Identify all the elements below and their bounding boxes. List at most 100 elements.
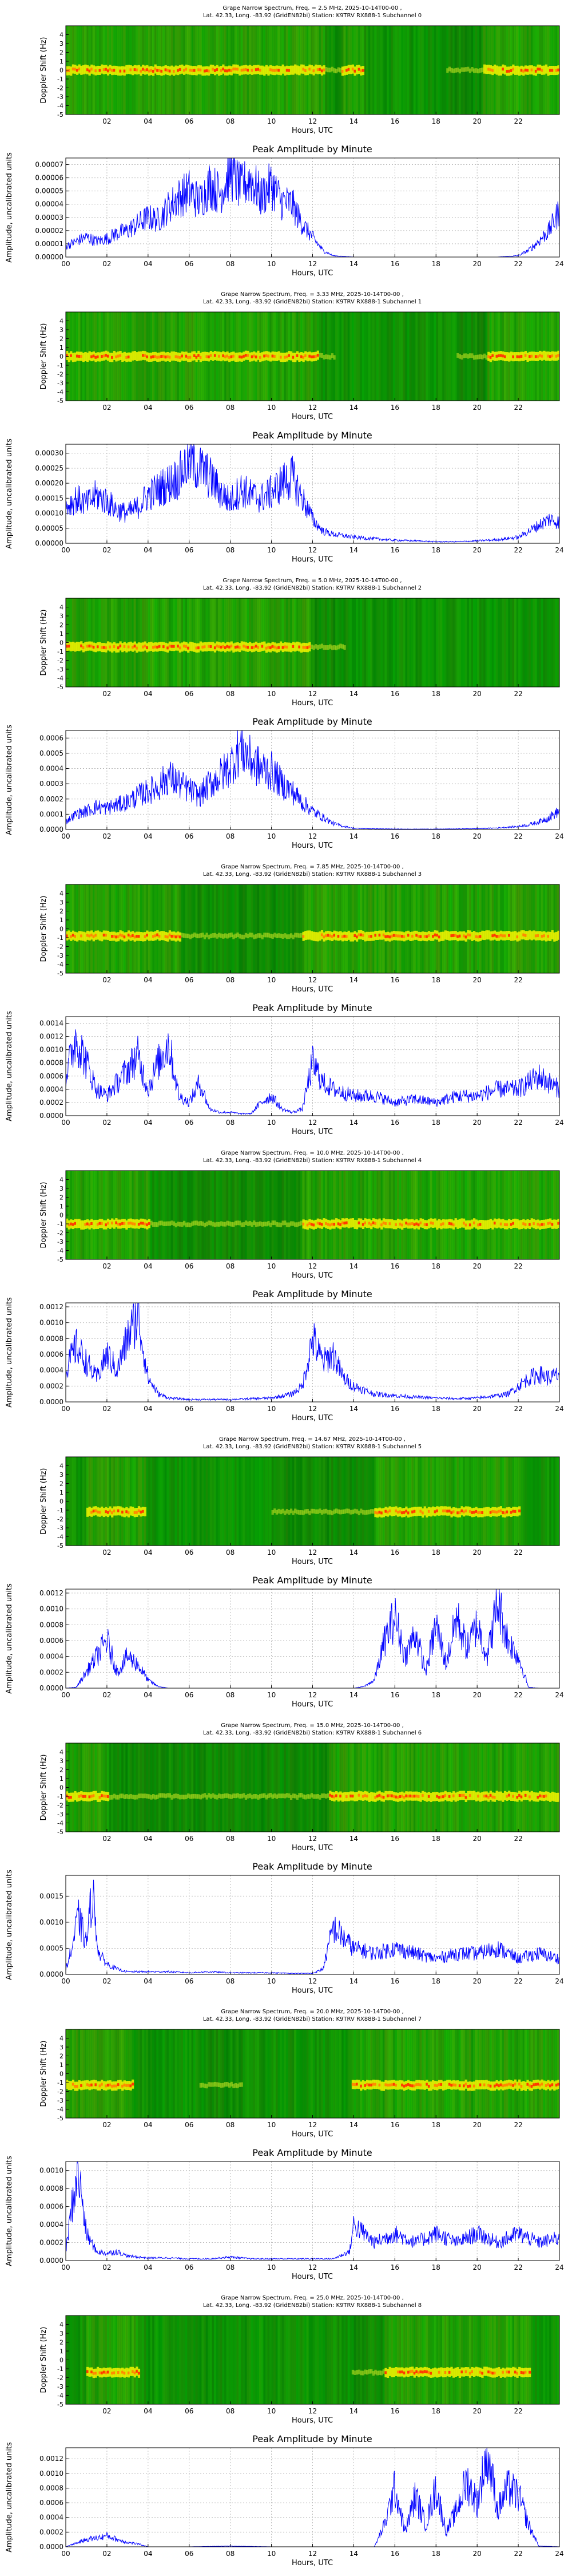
- carrier-band-red: [392, 2083, 395, 2086]
- spectrum-column: [226, 1457, 229, 1546]
- spectrum-column: [382, 312, 385, 401]
- spectrum-column: [401, 884, 404, 973]
- carrier-band-yellow: [177, 1793, 180, 1799]
- carrier-band-yellow: [366, 1219, 369, 1228]
- carrier-band-red: [345, 935, 348, 938]
- carrier-band-yellow: [325, 1793, 328, 1799]
- amplitude-x-tick-label: 08: [226, 260, 235, 268]
- spectrum-column: [140, 1171, 142, 1259]
- spectrum-column: [485, 1457, 488, 1546]
- carrier-band-yellow: [150, 931, 153, 941]
- carrier-band-yellow: [205, 2084, 208, 2089]
- carrier-band-yellow: [512, 931, 515, 941]
- spectrum-column: [434, 26, 436, 114]
- carrier-band-yellow: [191, 1221, 194, 1226]
- carrier-band-red: [409, 1222, 412, 1226]
- spectrum-column: [392, 1743, 395, 1832]
- spectrum-column: [261, 1457, 264, 1546]
- carrier-band-yellow: [533, 66, 535, 76]
- spectrum-column: [106, 1171, 110, 1259]
- spectrum-column: [115, 884, 118, 973]
- spectrum-column: [111, 1171, 114, 1259]
- spectrum-column: [76, 1743, 79, 1832]
- carrier-band-yellow: [315, 932, 317, 942]
- spectrum-column: [249, 1457, 252, 1546]
- spectrum-column: [454, 598, 457, 687]
- carrier-band-red: [144, 69, 146, 72]
- carrier-band-red: [271, 354, 274, 358]
- carrier-band-red: [170, 934, 173, 938]
- carrier-band-yellow: [329, 355, 332, 360]
- carrier-band-red: [450, 1222, 453, 1226]
- carrier-band-red: [362, 934, 364, 937]
- spectrum-column: [351, 1743, 355, 1832]
- spectrum-column: [168, 1171, 171, 1259]
- carrier-band-yellow: [460, 355, 463, 360]
- amplitude-y-tick-label: 0.0012: [39, 1589, 63, 1597]
- amplitude-y-tick-label: 0.0004: [39, 765, 63, 773]
- spectrum-column: [285, 1743, 288, 1832]
- spectrum-column: [391, 1457, 394, 1546]
- carrier-band-yellow: [150, 1220, 153, 1226]
- spectrum-column: [417, 26, 420, 114]
- carrier-band-yellow: [315, 1509, 317, 1514]
- carrier-band-yellow: [498, 1218, 500, 1228]
- carrier-band-red: [150, 69, 153, 72]
- spectrum-column: [121, 884, 124, 973]
- spectrum-column: [253, 884, 256, 973]
- spectrum-column: [267, 598, 270, 687]
- spectrum-column: [220, 1743, 223, 1832]
- spectrum-column: [503, 1171, 507, 1259]
- carrier-band-yellow: [239, 2082, 241, 2087]
- spectrum-column: [310, 1457, 313, 1546]
- spectrum-column: [239, 2029, 241, 2118]
- amplitude-x-tick-label: 20: [473, 1691, 482, 1699]
- spectrum-column: [498, 1171, 500, 1259]
- carrier-band-red: [362, 69, 364, 72]
- spectrum-column: [234, 598, 237, 687]
- carrier-band-yellow: [514, 931, 517, 941]
- spectrum-column: [498, 1743, 500, 1832]
- carrier-band-yellow: [450, 1792, 453, 1802]
- spectrum-y-tick-label: 1: [59, 1775, 63, 1783]
- spectrum-column: [555, 1743, 558, 1832]
- carrier-band-yellow: [249, 933, 252, 938]
- spectrum-column: [343, 598, 346, 687]
- spectrum-column: [325, 2029, 328, 2118]
- spectrum-x-tick-label: 20: [473, 1548, 482, 1556]
- spectrum-column: [333, 1743, 336, 1832]
- spectrum-column: [269, 2029, 272, 2118]
- spectrum-column: [357, 1457, 360, 1546]
- spectrum-x-tick-label: 20: [473, 1835, 482, 1843]
- spectrum-column: [327, 1171, 329, 1259]
- carrier-band-red: [547, 934, 550, 938]
- carrier-band-red: [166, 935, 169, 939]
- spectrum-column: [514, 1743, 517, 1832]
- carrier-band-red: [458, 1511, 461, 1515]
- carrier-band-red: [516, 355, 519, 358]
- carrier-band-red: [168, 933, 171, 937]
- spectrum-column: [195, 1743, 198, 1832]
- carrier-band-red: [123, 1222, 126, 1225]
- carrier-band-yellow: [423, 1791, 426, 1801]
- amplitude-x-tick-label: 10: [267, 1977, 276, 1985]
- spectrum-y-tick-label: 4: [59, 604, 63, 611]
- carrier-band-yellow: [479, 1792, 482, 1802]
- carrier-band-yellow: [209, 2082, 212, 2087]
- carrier-band-yellow: [205, 1222, 208, 1227]
- spectrum-column: [216, 1743, 219, 1832]
- spectrum-column: [471, 598, 474, 687]
- amplitude-x-axis-label: Hours, UTC: [292, 1700, 333, 1709]
- spectrum-column: [92, 1171, 95, 1259]
- carrier-band-yellow: [472, 355, 476, 360]
- spectrum-column: [178, 1171, 181, 1259]
- carrier-band-red: [417, 1223, 420, 1227]
- carrier-band-red: [539, 354, 542, 357]
- carrier-band-red: [111, 935, 114, 938]
- spectrum-column: [279, 1743, 283, 1832]
- spectrum-column: [427, 1743, 431, 1832]
- carrier-band-yellow: [485, 1507, 488, 1516]
- carrier-band-yellow: [483, 1220, 486, 1230]
- spectrum-column: [403, 2029, 406, 2118]
- spectrum-panel: Grape Narrow Spectrum, Freq. = 10.0 MHz,…: [39, 1150, 560, 1280]
